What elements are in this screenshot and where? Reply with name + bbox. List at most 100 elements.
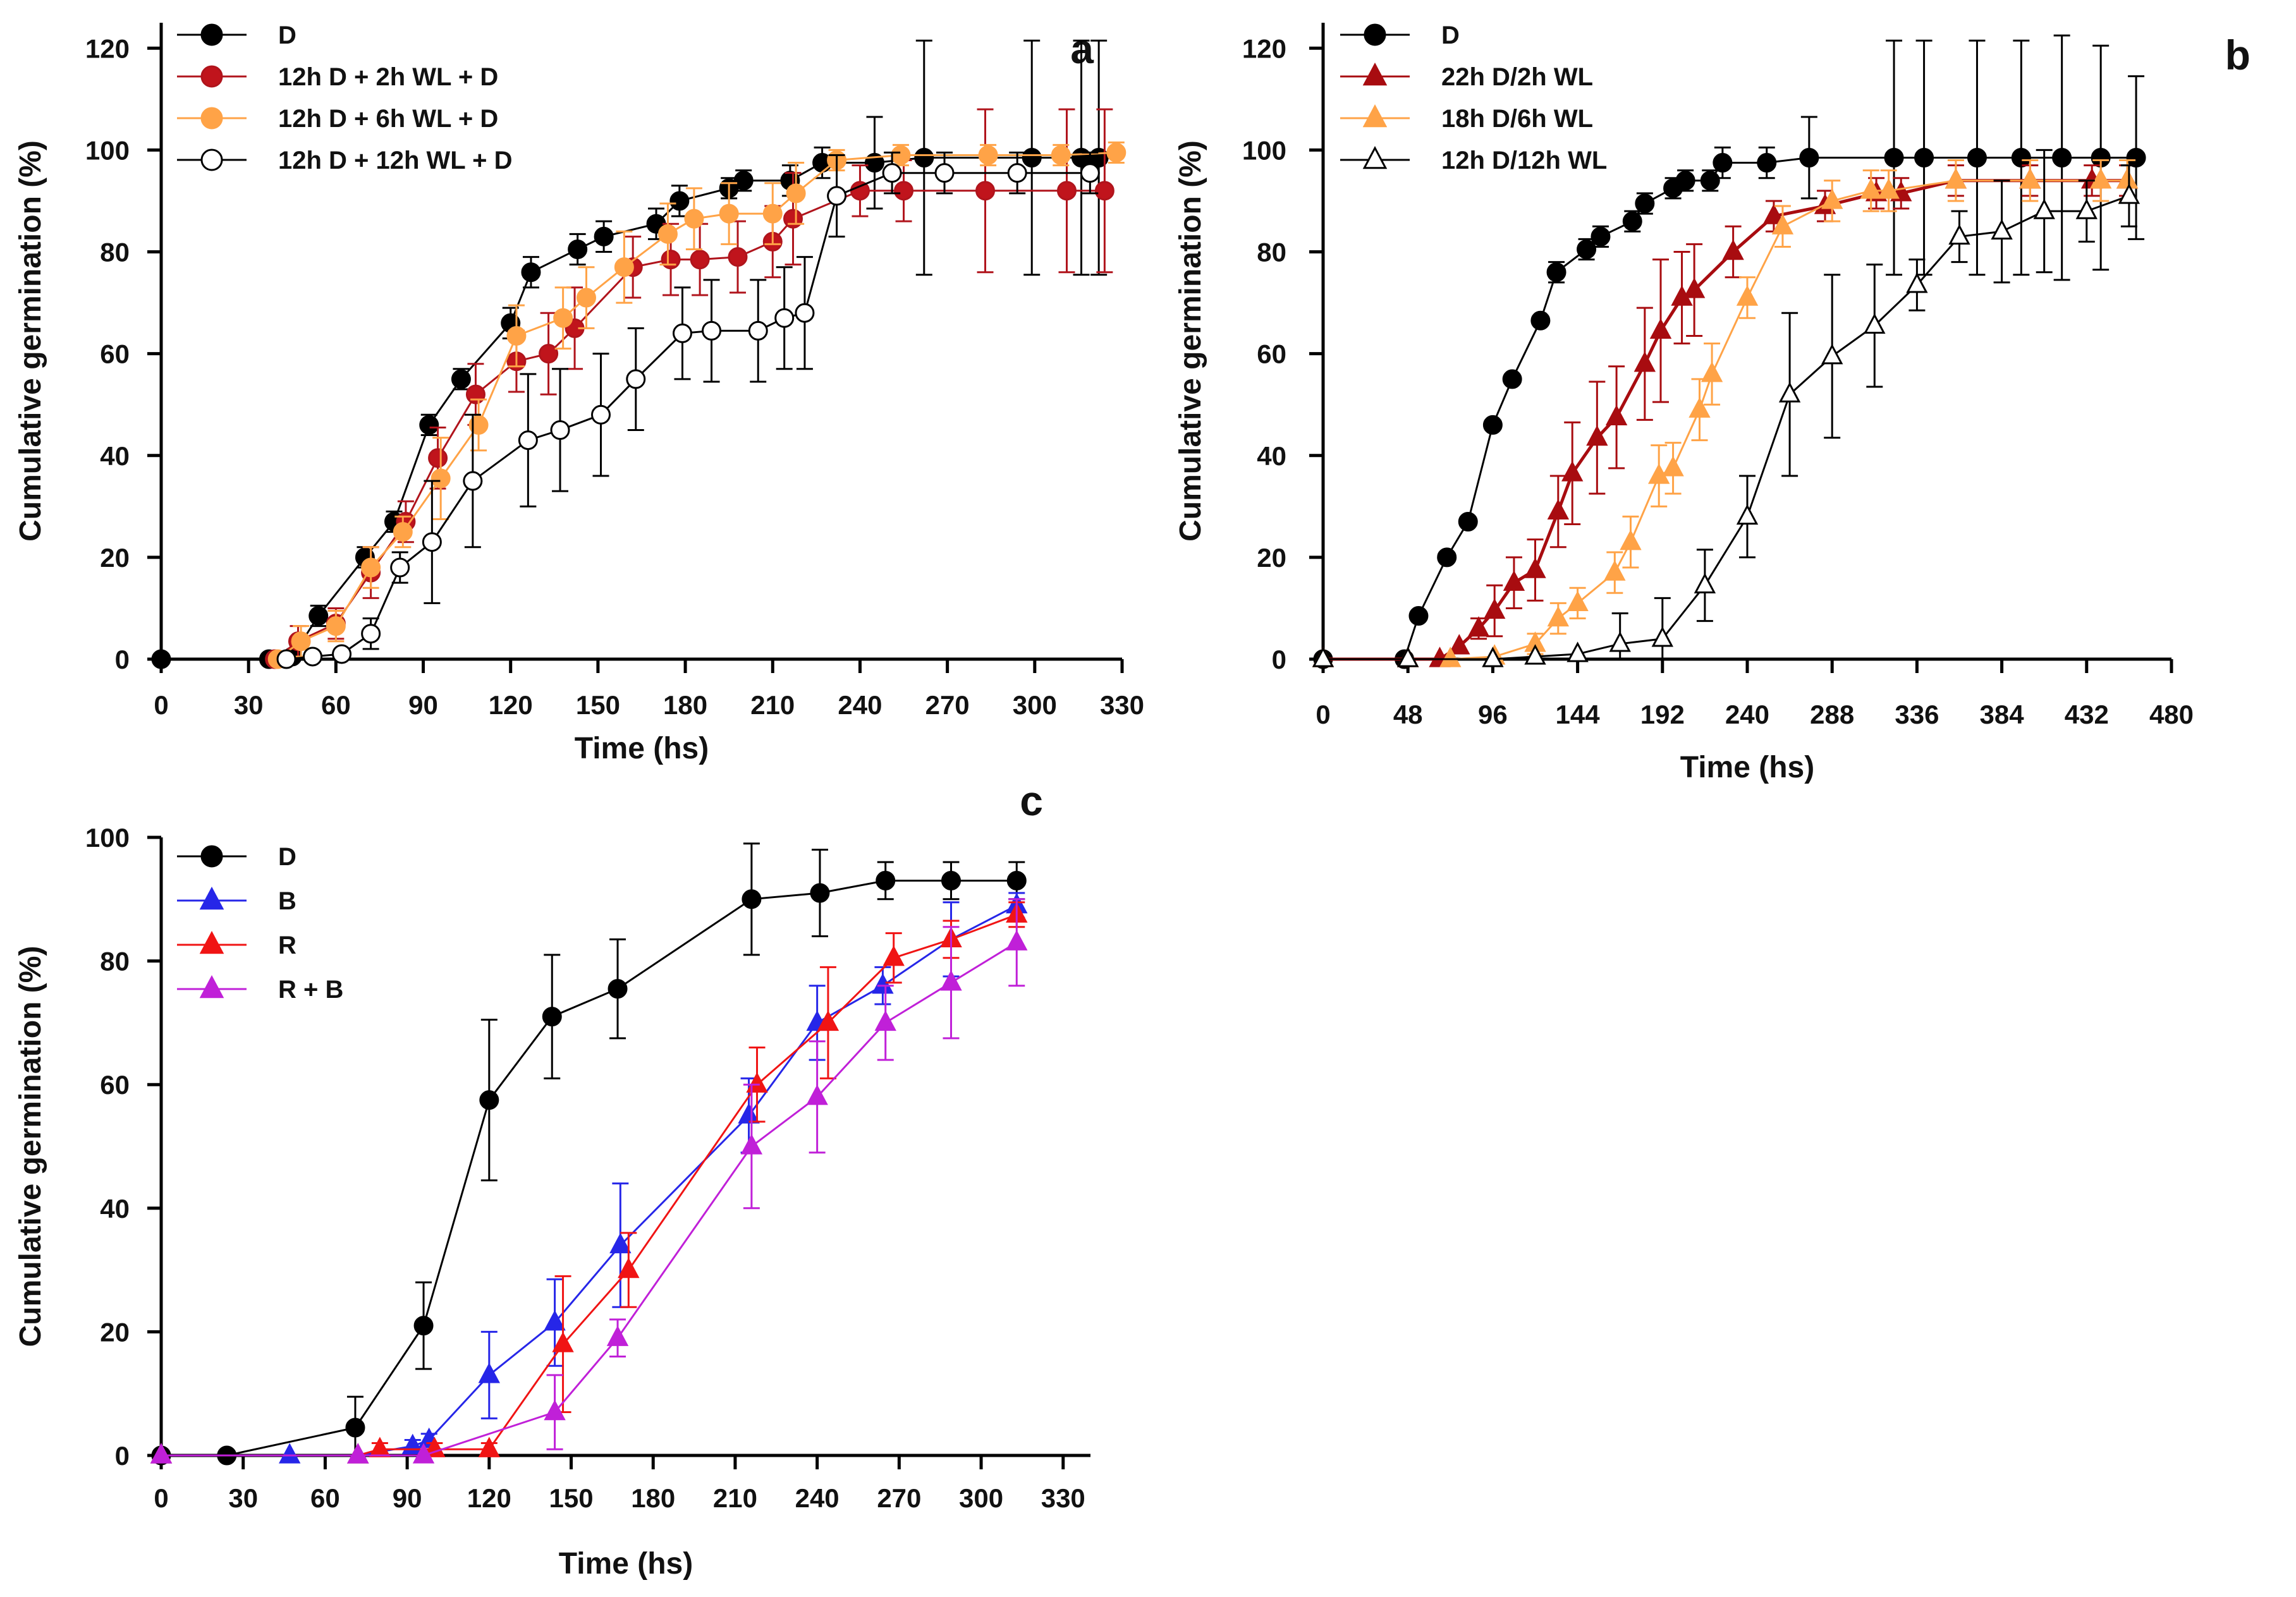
data-point [1635,193,1655,214]
y-tick-label: 0 [115,645,130,674]
x-tick-label: 120 [467,1483,511,1513]
data-point [894,181,914,201]
data-point [1524,557,1546,578]
data-point [728,247,748,267]
y-tick-label: 20 [1257,543,1286,573]
data-point [1662,456,1684,477]
x-tick-label: 180 [631,1483,675,1513]
data-point [746,1072,768,1093]
data-point [428,448,448,468]
x-tick-label: 330 [1100,690,1144,720]
data-point [506,325,527,346]
series-d [151,842,1027,1466]
y-tick-label: 120 [1242,33,1286,63]
data-point [684,209,704,229]
legend: D 12h D + 2h WL + D 12h D + 6h WL + D 12h D… [177,21,513,174]
legend-label: 12h D + 2h WL + D [278,63,498,91]
data-point [1106,142,1127,162]
data-point [1566,590,1589,612]
data-point [279,1443,301,1464]
data-point [1482,415,1503,435]
data-point [591,404,611,425]
series-line [161,157,1099,660]
x-tick-label: 90 [408,690,438,720]
data-point [478,1436,501,1457]
data-point [2116,168,2139,189]
x-tick-label: 144 [1556,700,1601,729]
data-point [1502,369,1522,389]
data-point [702,320,722,341]
y-tick-label: 80 [100,238,130,267]
data-point [934,163,955,183]
data-point [1448,634,1470,655]
x-tick-label: 288 [1810,700,1854,729]
data-point [1688,397,1711,418]
series-line [1323,195,2130,660]
y-tick-label: 60 [1257,339,1286,369]
data-point [1586,425,1608,446]
x-tick-label: 48 [1393,700,1423,729]
data-point [669,191,690,211]
data-point [1609,631,1631,652]
data-point [550,420,570,440]
x-axis-label: Time (hs) [1680,751,1814,784]
data-point [941,870,961,890]
data-point [1884,147,1904,167]
chart-panel-a: 0 30 60 90 120 150 180 210 240 270 300 330 0 20 40 60 80… [14,21,1144,765]
legend-label: 12h D + 12h WL + D [278,147,513,174]
data-point [1056,181,1077,201]
series-line [1323,179,2128,661]
data-point [369,1436,391,1457]
data-point [568,239,588,259]
data-point [1080,163,1100,183]
y-tick-label: 120 [85,33,130,63]
legend-label: D [1441,21,1460,49]
data-point [2118,183,2140,204]
data-point [618,1257,640,1278]
data-point [1051,145,1071,165]
data-point [151,649,171,669]
legend-label: B [278,887,296,915]
data-point [1864,313,1886,334]
data-point [1757,153,1777,173]
data-point [412,1443,435,1464]
x-tick-label: 150 [576,690,620,720]
data-point [1778,382,1801,403]
data-point [872,973,894,994]
legend-marker [200,149,223,171]
y-tick-label: 0 [1272,645,1286,674]
data-point [614,257,634,277]
x-tick-label: 210 [713,1483,757,1513]
data-point [479,1090,499,1110]
y-tick-label: 100 [85,823,130,853]
y-tick-label: 0 [115,1441,130,1471]
y-tick-label: 80 [1257,238,1286,267]
data-point [748,320,768,341]
legend-label: 22h D/2h WL [1441,63,1593,91]
y-axis-label: Cumulative germination (%) [14,140,47,542]
data-point [1991,219,2013,240]
data-point [891,145,911,165]
data-point [553,308,573,328]
y-tick-label: 60 [100,1070,130,1100]
data-point [2075,198,2098,219]
data-point [1397,647,1419,667]
series-line [1323,179,2128,660]
data-point [786,183,806,203]
data-point [1605,404,1628,426]
y-tick-label: 100 [1242,135,1286,165]
data-point [806,1084,828,1105]
data-point [690,250,710,270]
y-tick-label: 20 [100,1317,130,1347]
data-point [1701,361,1723,382]
x-tick-label: 0 [154,690,168,720]
data-point [291,631,311,652]
data-point [1713,153,1733,173]
x-tick-label: 270 [925,690,970,720]
y-axis-label: Cumulative germination (%) [14,946,47,1347]
x-tick-label: 60 [310,1483,340,1513]
data-point [463,471,483,491]
data-point [347,1443,369,1464]
data-point [1547,605,1570,627]
